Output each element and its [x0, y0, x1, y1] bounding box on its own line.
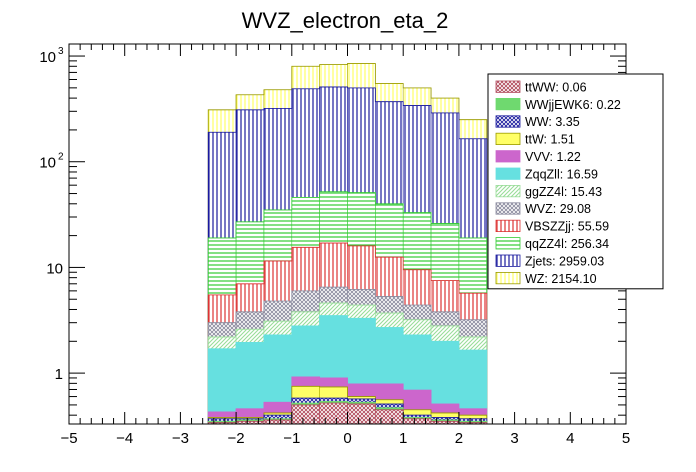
x-tick-label: −1	[283, 430, 300, 447]
legend-entry-ttw: ttW: 1.51	[495, 132, 575, 147]
svg-text:10: 10	[46, 260, 63, 277]
legend-label: Zjets: 2959.03	[525, 254, 604, 268]
x-tick-label: 3	[510, 430, 518, 447]
bar-ttww-bin-7	[402, 418, 432, 425]
legend-entry-vvv: VVV: 1.22	[495, 150, 581, 164]
legend-entry-zqqzll: ZqqZll: 16.59	[495, 167, 598, 181]
legend-entry-wwjjewk6: WWjjEWK6: 0.22	[495, 98, 621, 112]
legend-entry-qqzz4l: qqZZ4l: 256.34	[495, 237, 609, 251]
x-tick-label: −4	[116, 430, 133, 447]
x-tick-label: −3	[172, 430, 189, 447]
legend-swatch	[495, 80, 521, 93]
outline-zqqzll	[207, 315, 488, 424]
legend-entry-ttww: ttWW: 0.06	[495, 80, 587, 94]
histogram-bars	[207, 63, 488, 425]
legend-swatch	[495, 98, 521, 111]
outline-vbszzjj	[207, 242, 488, 424]
x-tick-label: 0	[343, 430, 351, 447]
legend-swatch	[495, 202, 521, 215]
svg-text:2: 2	[58, 152, 64, 163]
x-tick-label: 1	[399, 430, 407, 447]
bar-ttww-bin-4	[319, 402, 348, 425]
chart-title: WVZ_electron_eta_2	[242, 8, 449, 33]
y-tick-label: 10 3	[39, 46, 64, 66]
outline-vvv	[207, 376, 488, 424]
outline-ggzz4l	[207, 302, 488, 424]
svg-text:10: 10	[39, 49, 56, 66]
svg-text:1: 1	[55, 366, 63, 383]
legend-entry-ggzz4l: ggZZ4l: 15.43	[495, 184, 602, 199]
legend-label: WWjjEWK6: 0.22	[525, 98, 621, 112]
legend-swatch	[495, 132, 521, 145]
legend-label: VBSZZjj: 55.59	[525, 220, 609, 234]
legend: ttWW: 0.06 WWjjEWK6: 0.22 WW: 3.35 ttW: 1.5…	[487, 73, 664, 290]
legend-swatch	[495, 219, 521, 232]
legend-swatch	[495, 167, 521, 180]
legend-swatch	[495, 237, 521, 250]
outline-ww	[207, 397, 488, 424]
legend-label: ZqqZll: 16.59	[525, 167, 598, 181]
y-tick-label: 10 2	[39, 152, 64, 172]
outline-wwjjewk6	[207, 400, 488, 424]
legend-label: WW: 3.35	[525, 115, 580, 129]
x-tick-label: 5	[622, 430, 630, 447]
series-ttww	[207, 402, 488, 425]
outline-wvz	[207, 286, 488, 424]
bar-ttww-bin-2	[263, 419, 293, 425]
x-tick-label: 2	[455, 430, 463, 447]
legend-swatch	[495, 150, 521, 163]
legend-entry-wz: WZ: 2154.10	[495, 271, 597, 286]
legend-swatch	[495, 254, 521, 267]
y-tick-label: 10	[46, 260, 63, 277]
outline-wz	[207, 63, 488, 424]
bar-ttww-bin-6	[375, 409, 404, 425]
legend-swatch	[495, 115, 521, 128]
legend-label: WVZ: 29.08	[525, 202, 591, 216]
legend-swatch	[495, 271, 521, 285]
legend-entry-vbszzjj: VBSZZjj: 55.59	[495, 219, 609, 234]
legend-entry-zjets: Zjets: 2959.03	[495, 254, 604, 268]
bar-ttww-bin-5	[347, 403, 376, 425]
y-tick-label: 1	[55, 366, 63, 383]
outline-ttww	[207, 402, 488, 424]
legend-label: ttW: 1.51	[525, 133, 575, 147]
x-tick-label: −5	[60, 430, 77, 447]
legend-swatch	[495, 184, 521, 198]
bar-ttww-bin-3	[291, 404, 320, 425]
legend-entry-wvz: WVZ: 29.08	[495, 202, 591, 216]
svg-text:3: 3	[58, 46, 64, 57]
legend-entry-ww: WW: 3.35	[495, 115, 580, 129]
outline-zjets	[207, 86, 488, 424]
x-tick-label: 4	[566, 430, 574, 447]
legend-label: qqZZ4l: 256.34	[525, 237, 609, 251]
svg-text:10: 10	[39, 155, 56, 172]
legend-label: ggZZ4l: 15.43	[525, 185, 602, 199]
legend-label: ttWW: 0.06	[525, 80, 587, 94]
legend-label: VVV: 1.22	[525, 150, 581, 164]
outline-qqzz4l	[207, 191, 488, 424]
x-tick-label: −2	[228, 430, 245, 447]
legend-label: WZ: 2154.10	[525, 272, 597, 286]
